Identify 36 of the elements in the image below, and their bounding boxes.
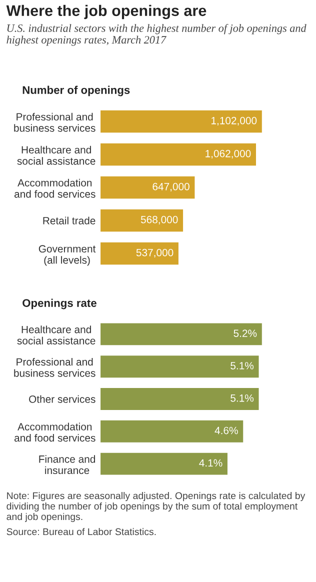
bar xyxy=(100,451,229,476)
y-tick-label: Professional and business services xyxy=(14,358,96,377)
y-tick-label: Accommodation and food services xyxy=(14,178,96,198)
y-tick-label: Finance and insurance xyxy=(39,455,96,474)
bar xyxy=(100,142,258,168)
bar xyxy=(100,174,196,200)
bar xyxy=(100,322,263,347)
data-label: 4.1% xyxy=(199,459,222,467)
bar xyxy=(100,419,245,444)
data-label: 5.2% xyxy=(234,330,257,337)
text: U.S. industrial sectors with the highest number of job openings and highest openings rates, March 2017 xyxy=(6,24,306,46)
data-label: 568,000 xyxy=(140,216,178,225)
bar xyxy=(100,386,260,412)
y-tick-label: Other services xyxy=(29,395,96,403)
data-label: 5.1% xyxy=(230,362,254,370)
y-tick-label: Retail trade xyxy=(43,216,96,224)
chart-title: Number of openings xyxy=(22,86,130,96)
data-label: 1,062,000 xyxy=(206,150,251,159)
text: Where the job openings are xyxy=(6,4,206,20)
bar xyxy=(100,208,184,234)
y-tick-label: Healthcare and social assistance xyxy=(17,146,96,165)
y-tick-label: Government (all levels) xyxy=(38,245,96,266)
text: Note: Figures are seasonally adjusted. Openings rate is calculated by dividing the number of job openings by the sum of total employment and job openings. xyxy=(6,492,306,522)
bar xyxy=(100,354,260,379)
source-note: Source: Bureau of Labor Statistics. xyxy=(6,528,156,536)
bar xyxy=(100,240,180,266)
data-label: 537,000 xyxy=(136,248,174,258)
data-label: 5.1% xyxy=(230,394,254,402)
y-tick-label: Healthcare and social assistance xyxy=(17,326,96,344)
chart-title: Openings rate xyxy=(22,298,96,310)
bar xyxy=(100,108,263,134)
y-tick-label: Professional and business services xyxy=(14,112,96,132)
y-tick-label: Accommodation and food services xyxy=(14,422,96,442)
data-label: 1,102,000 xyxy=(212,116,257,126)
data-label: 647,000 xyxy=(152,182,190,192)
data-label: 4.6% xyxy=(214,426,238,434)
